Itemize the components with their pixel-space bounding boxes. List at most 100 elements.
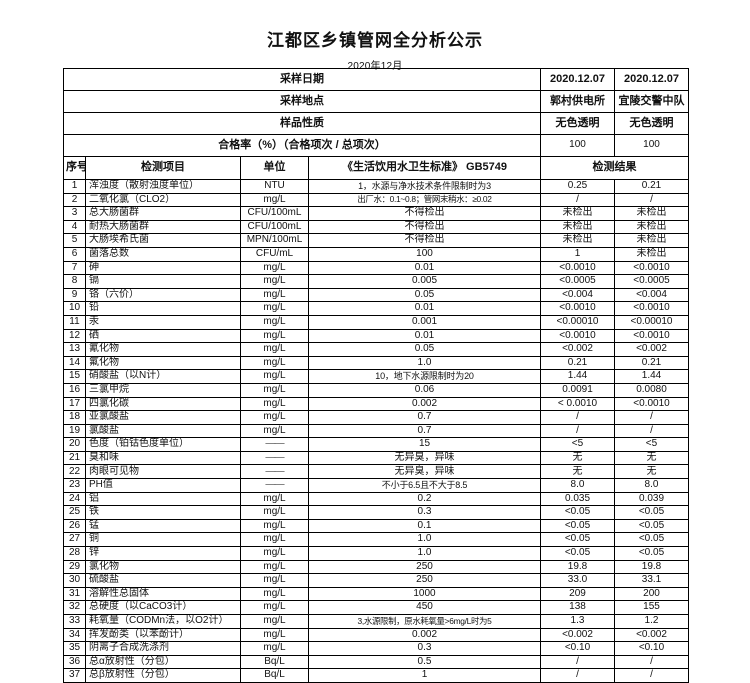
row-result-2: 8.0 (614, 478, 689, 493)
row-index: 17 (63, 396, 86, 412)
row-result-2: 200 (614, 586, 689, 602)
row-standard: 0.002 (308, 396, 541, 412)
row-result-2: / (614, 668, 689, 683)
row-unit: mg/L (240, 614, 309, 629)
table-row: 19 氯酸盐 mg/L 0.7// (63, 423, 689, 439)
row-unit: mg/L (240, 641, 309, 656)
row-item-name: 阴离子合成洗涤剂 (85, 641, 241, 656)
table-row: 22 肉眼可见物 —— 无异臭，异味无无 (63, 464, 689, 480)
row-result-2: 0.21 (614, 179, 689, 194)
water-quality-report-table: 采样日期 2020.12.07 2020.12.07 采样地点 郭村供电所 宜陵交警中队样… (63, 68, 689, 683)
row-standard: 0.7 (308, 423, 541, 439)
row-unit: mg/L (240, 410, 309, 425)
table-row: 11 汞 mg/L 0.001 <0.00010 <0.00010 (63, 314, 689, 330)
row-index: 33 (63, 614, 86, 629)
meta-row-label: 采样地点 (63, 90, 541, 113)
row-result-2: <0.0010 (614, 328, 689, 344)
row-standard: 0.5 (308, 654, 541, 670)
row-standard: 0.005 (308, 274, 541, 289)
row-index: 23 (63, 478, 86, 493)
row-item-name: PH值 (85, 478, 241, 493)
meta-row: 采样日期 2020.12.07 2020.12.07 (63, 68, 689, 91)
row-item-name: 总β放射性（分包） (85, 668, 241, 683)
row-item-name: 耗氧量（CODMn法，以O2计） (85, 614, 241, 629)
row-result-1: 无 (540, 464, 615, 480)
row-standard: 3,水源限制，原水耗氧量>6mg/L时为5 (308, 614, 541, 629)
row-result-2: <0.05 (614, 532, 689, 548)
row-item-name: 氯酸盐 (85, 423, 241, 439)
row-result-2: 无 (614, 450, 689, 466)
row-result-1: 1.3 (540, 614, 615, 629)
table-row: 32 总硬度（以CaCO3计） mg/L 450 138 155 (63, 600, 689, 615)
column-header-no: 序号 (63, 156, 86, 180)
row-standard: 1.0 (308, 532, 541, 548)
row-item-name: 铜 (85, 532, 241, 548)
row-index: 11 (63, 314, 86, 330)
row-item-name: 硒 (85, 328, 241, 344)
row-unit: mg/L (240, 559, 309, 575)
row-result-2: / (614, 654, 689, 670)
row-index: 20 (63, 437, 86, 452)
row-unit: mg/L (240, 518, 309, 534)
row-result-1: 无 (540, 450, 615, 466)
table-row: 12 硒 mg/L 0.01 <0.0010 <0.0010 (63, 328, 689, 344)
table-row: 21 臭和味 —— 无异臭，异味无无 (63, 450, 689, 466)
row-result-1: <0.004 (540, 287, 615, 303)
row-result-2: 33.1 (614, 573, 689, 588)
row-result-2: 1.2 (614, 614, 689, 629)
row-standard: 1.0 (308, 355, 541, 371)
row-result-2: <0.002 (614, 342, 689, 357)
row-standard: 10，地下水源限制时为20 (308, 369, 541, 384)
row-unit: mg/L (240, 423, 309, 439)
row-item-name: 耐热大肠菌群 (85, 219, 241, 235)
row-unit: mg/L (240, 600, 309, 615)
row-result-2: <0.05 (614, 518, 689, 534)
row-result-1: <0.05 (540, 518, 615, 534)
row-unit: mg/L (240, 287, 309, 303)
meta-row-value: 无色透明 (540, 112, 615, 135)
row-index: 1 (63, 179, 86, 194)
row-unit: mg/L (240, 491, 309, 507)
row-index: 12 (63, 328, 86, 344)
row-standard: 0.1 (308, 518, 541, 534)
row-result-1: <0.002 (540, 342, 615, 357)
row-item-name: 总硬度（以CaCO3计） (85, 600, 241, 615)
row-unit: Bq/L (240, 668, 309, 683)
meta-row-value: 100 (614, 134, 689, 157)
row-result-1: <0.00010 (540, 314, 615, 330)
table-row: 20 色度（铂钴色度单位） —— 15 <5 <5 (63, 437, 689, 452)
table-row: 15 硝酸盐（以N计） mg/L 10，地下水源限制时为20 1.44 1.44 (63, 369, 689, 384)
row-result-2: <0.0010 (614, 396, 689, 412)
row-unit: mg/L (240, 532, 309, 548)
row-result-1: / (540, 423, 615, 439)
meta-row-label: 采样日期 (63, 68, 541, 91)
row-standard: 250 (308, 573, 541, 588)
table-row: 14 氟化物 mg/L 1.0 0.21 0.21 (63, 355, 689, 371)
column-header-unit: 单位 (240, 156, 309, 180)
row-result-1: 0.035 (540, 491, 615, 507)
row-result-2: <0.0010 (614, 260, 689, 276)
row-item-name: 四氯化碳 (85, 396, 241, 412)
row-result-2: 0.039 (614, 491, 689, 507)
table-row: 33 耗氧量（CODMn法，以O2计） mg/L 3,水源限制，原水耗氧量>6mg/L… (63, 614, 689, 629)
row-result-2: <0.004 (614, 287, 689, 303)
row-standard: 1000 (308, 586, 541, 602)
row-unit: CFU/mL (240, 246, 309, 262)
column-header-item: 检测项目 (85, 156, 241, 180)
row-index: 27 (63, 532, 86, 548)
row-unit: mg/L (240, 301, 309, 316)
column-header-result: 检测结果 (540, 156, 689, 180)
row-item-name: 锰 (85, 518, 241, 534)
row-unit: MPN/100mL (240, 233, 309, 248)
row-result-2: <0.002 (614, 627, 689, 643)
row-standard: 无异臭，异味 (308, 450, 541, 466)
row-index: 34 (63, 627, 86, 643)
row-unit: mg/L (240, 192, 309, 208)
table-row: 13 氰化物 mg/L 0.05 <0.002 <0.002 (63, 342, 689, 357)
row-index: 8 (63, 274, 86, 289)
table-row: 18 亚氯酸盐 mg/L 0.7// (63, 410, 689, 425)
row-result-1: / (540, 654, 615, 670)
row-result-2: / (614, 423, 689, 439)
table-row: 24 铝 mg/L 0.2 0.035 0.039 (63, 491, 689, 507)
